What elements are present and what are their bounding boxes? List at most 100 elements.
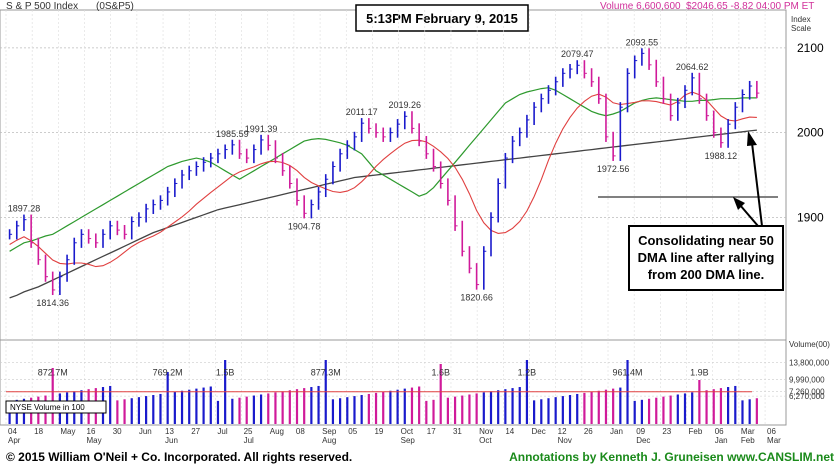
price-point-label: 1972.56	[597, 164, 630, 174]
x-month-label: Apr	[8, 436, 21, 445]
annotation-line-3: from 200 DMA line.	[648, 267, 765, 282]
volume-legend-box	[5, 400, 107, 414]
x-tick-label: Nov	[479, 427, 493, 436]
x-tick-label: 08	[296, 427, 305, 436]
volume-peak-label: 872.7M	[38, 367, 68, 377]
volume-tick-label: 6,270,000	[789, 392, 825, 401]
annotation-line-2: DMA line after rallying	[638, 250, 775, 265]
x-month-label: Jun	[165, 436, 178, 445]
x-month-label: Sep	[401, 436, 416, 445]
x-month-label: Jan	[715, 436, 728, 445]
price-point-label: 1904.78	[288, 221, 321, 231]
x-tick-label: 23	[662, 427, 671, 436]
price-point-label: 1985.59	[216, 129, 249, 139]
x-axis: 04 18 May 16 30 Jun 13 27 Jul 25 Aug 08 Sep 05 19 Oct 17…	[8, 427, 781, 445]
timestamp-text: 5:13PM February 9, 2015	[366, 11, 518, 26]
x-month-label: Feb	[741, 436, 755, 445]
x-tick-label: Feb	[689, 427, 703, 436]
price-tick-label: 2000	[797, 126, 824, 140]
price-tick-label: 1900	[797, 210, 824, 224]
volume-peak-label: 769.2M	[153, 367, 183, 377]
x-tick-label: 30	[113, 427, 122, 436]
x-tick-label: 06	[715, 427, 724, 436]
x-tick-label: 27	[191, 427, 200, 436]
ma-short-line	[9, 91, 757, 268]
price-axis-ticks: 1900 2000 2100	[797, 41, 824, 224]
ma50-line	[9, 87, 757, 252]
arrow-head-50dma	[747, 131, 757, 146]
volume-tick-label: 7,260,000	[789, 388, 825, 397]
price-point-label: 1988.12	[705, 151, 738, 161]
scale-label-index: Index	[791, 15, 811, 24]
x-tick-label: 04	[8, 427, 17, 436]
x-month-label: May	[87, 436, 102, 445]
x-tick-label: 16	[87, 427, 96, 436]
price-tick-label: 2100	[797, 41, 824, 55]
arrow-to-50dma	[751, 142, 763, 227]
ma50-path	[9, 87, 757, 252]
x-tick-label: 25	[244, 427, 253, 436]
x-month-label: Mar	[767, 436, 781, 445]
price-point-label: 2011.17	[346, 107, 378, 117]
annotation-arrows	[733, 131, 763, 227]
header-volume: Volume 6,600,600	[600, 1, 681, 12]
price-point-label: 2079.47	[561, 49, 594, 59]
arrow-head-200dma	[733, 197, 745, 210]
x-tick-label: Dec	[531, 427, 545, 436]
price-point-label: 1991.39	[245, 124, 278, 134]
x-tick-label: Aug	[270, 427, 284, 436]
volume-axis-title: Volume(00)	[789, 340, 830, 349]
volume-peak-label: 877.3M	[311, 367, 341, 377]
price-bars	[8, 48, 760, 296]
x-tick-label: 17	[427, 427, 436, 436]
price-point-label: 2093.55	[626, 37, 659, 47]
ma200-path	[9, 129, 757, 299]
volume-bars	[8, 360, 758, 424]
volume-peak-label: 1.2B	[518, 367, 537, 377]
x-tick-label: 19	[374, 427, 383, 436]
x-tick-label: 05	[348, 427, 357, 436]
volume-peak-label: 1.6B	[431, 367, 450, 377]
price-point-label: 2019.26	[389, 100, 422, 110]
volume-legend-label: NYSE Volume in 100	[10, 403, 85, 412]
index-name: S & P 500 Index	[6, 1, 78, 12]
price-point-label: 1897.28	[8, 204, 41, 214]
x-tick-label: Jan	[610, 427, 623, 436]
scale-label-scale: Scale	[791, 24, 812, 33]
volume-tick-label: 13,800,000	[789, 359, 830, 368]
x-tick-label: May	[60, 427, 75, 436]
x-tick-label: Oct	[401, 427, 414, 436]
timestamp-box	[355, 4, 529, 32]
footer-annotations: Annotations by Kenneth J. Gruneisen www.…	[509, 450, 834, 464]
x-tick-label: Mar	[741, 427, 755, 436]
volume-panel-frame	[0, 339, 787, 426]
x-tick-label: Jun	[139, 427, 152, 436]
ma-short-path	[9, 91, 757, 268]
volume-peak-label: 961.4M	[613, 367, 643, 377]
x-tick-label: 13	[165, 427, 174, 436]
x-tick-label: 06	[767, 427, 776, 436]
x-tick-label: 26	[584, 427, 593, 436]
annotation-line-1: Consolidating near 50	[638, 233, 774, 248]
x-tick-label: 14	[505, 427, 514, 436]
x-month-label: Oct	[479, 436, 492, 445]
x-tick-label: 31	[453, 427, 462, 436]
x-month-label: Jul	[244, 436, 254, 445]
footer-copyright: © 2015 William O'Neil + Co. Incorporated…	[6, 450, 352, 464]
symbol-label: (0S&P5)	[96, 1, 134, 12]
x-tick-label: 09	[636, 427, 645, 436]
volume-peak-label: 1.5B	[216, 367, 235, 377]
x-month-label: Dec	[636, 436, 650, 445]
price-point-label: 2064.62	[676, 62, 709, 72]
header-quote: $2046.65 -8.82 04:00 PM ET	[686, 1, 814, 12]
x-month-label: Aug	[322, 436, 336, 445]
x-month-label: Nov	[558, 436, 572, 445]
volume-tick-label: 9,990,000	[789, 376, 825, 385]
x-tick-label: Jul	[217, 427, 227, 436]
price-point-label: 1814.36	[36, 298, 69, 308]
volume-peak-label: 1.9B	[690, 367, 709, 377]
price-point-label: 1820.66	[460, 293, 493, 303]
